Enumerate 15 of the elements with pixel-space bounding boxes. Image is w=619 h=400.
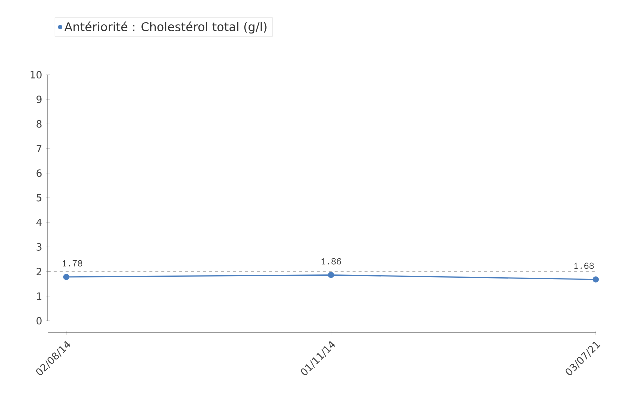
y-tick-label: 10 — [30, 71, 42, 79]
legend-label: Antériorité : Cholestérol total (g/l) — [64, 22, 267, 34]
y-tick-label: 4 — [36, 218, 42, 226]
data-label: 1.86 — [322, 258, 342, 265]
y-tick-label: 8 — [36, 120, 42, 128]
data-label: 1.68 — [574, 262, 594, 270]
y-tick-label: 2 — [36, 268, 42, 276]
y-tick-label: 3 — [36, 243, 42, 251]
data-label: 1.78 — [63, 260, 83, 267]
y-tick-label: 5 — [36, 194, 42, 202]
y-tick-label: 0 — [36, 317, 42, 325]
y-tick-label: 7 — [36, 145, 42, 152]
y-tick-label: 6 — [36, 170, 42, 178]
y-tick-label: 1 — [37, 292, 42, 300]
y-tick-label: 9 — [36, 96, 42, 104]
